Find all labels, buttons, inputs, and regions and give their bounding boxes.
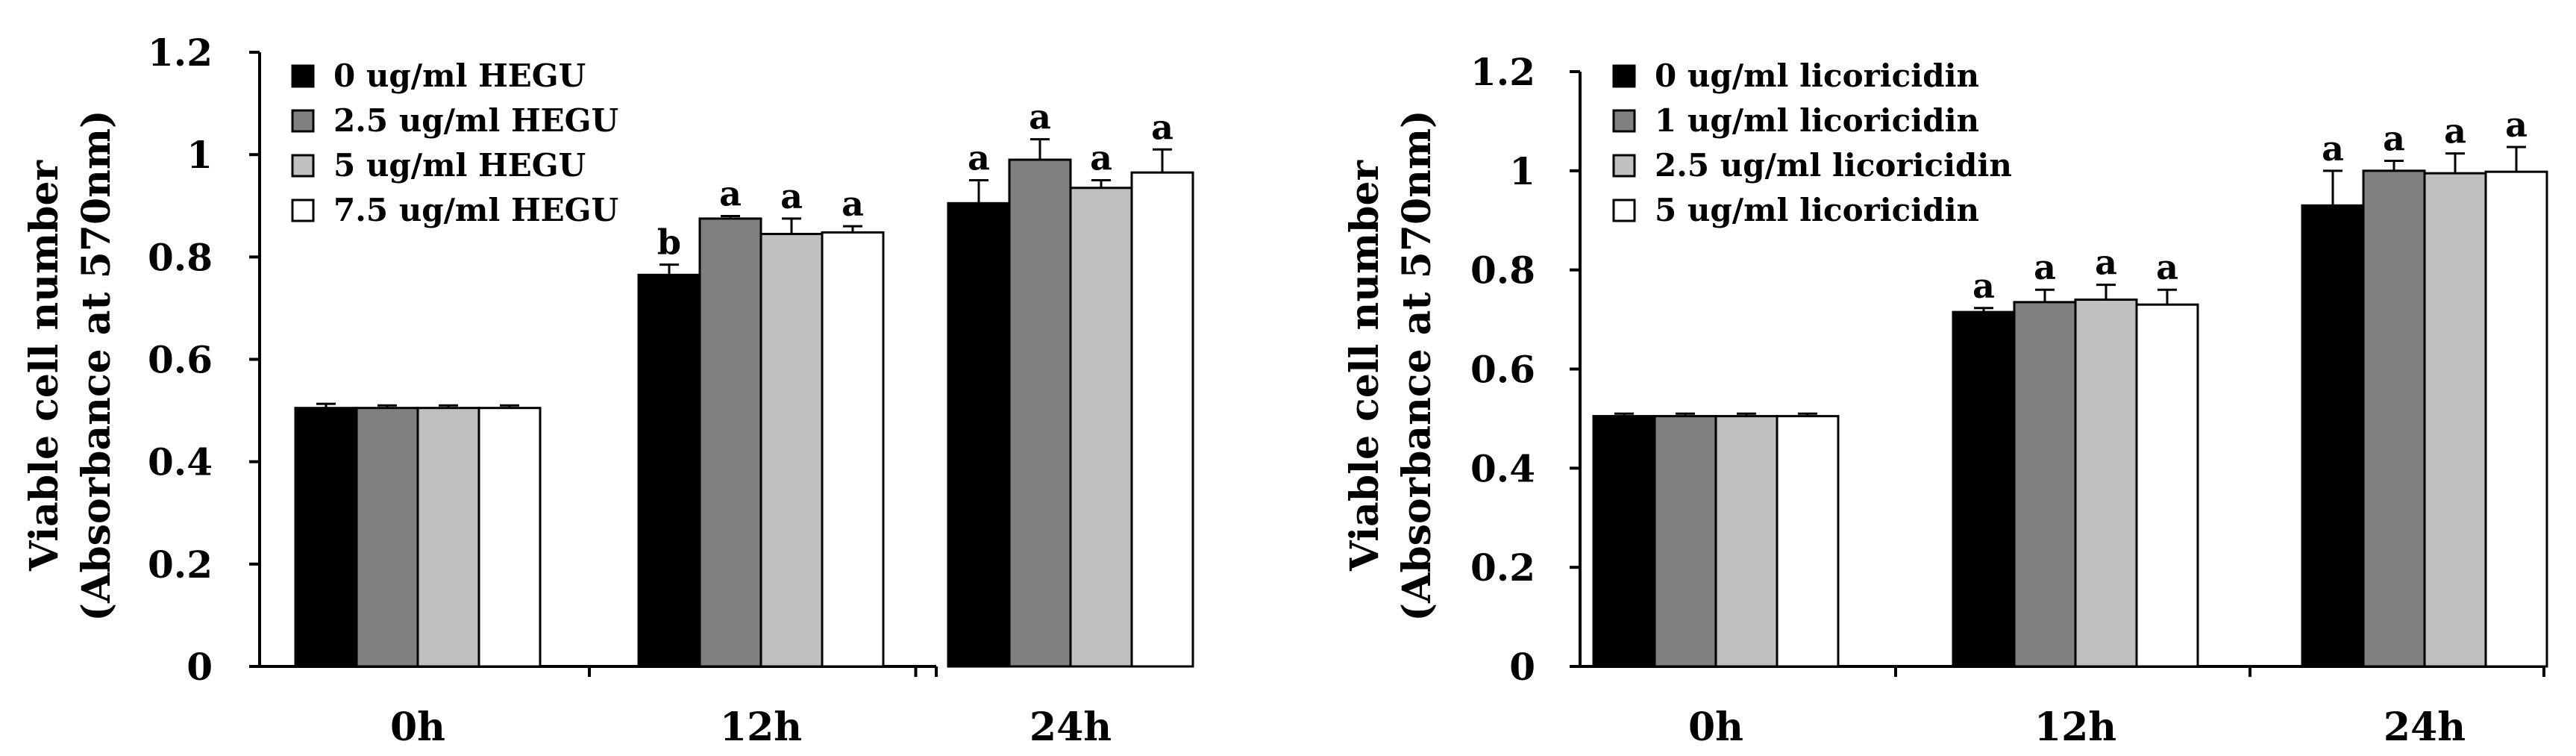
bar: [294, 407, 358, 668]
y-axis-label: Viable cell number: [1342, 160, 1388, 572]
bar: [1069, 187, 1133, 668]
y-tick-label: 1: [1509, 149, 1535, 193]
bar: [2423, 172, 2487, 668]
bar: [416, 407, 480, 668]
bar: [1008, 158, 1072, 668]
bar: [698, 217, 762, 668]
significance-letter: a: [968, 137, 990, 178]
bar: [2484, 170, 2548, 668]
significance-letter: a: [2034, 247, 2056, 287]
significance-letter: a: [842, 184, 864, 224]
y-tick-label: 0.6: [1470, 348, 1535, 392]
significance-letter: a: [2383, 119, 2405, 159]
y-axis-label: Viable cell number: [22, 160, 67, 572]
y-tick-label: 1.2: [1470, 50, 1535, 94]
x-tick-label: 24h: [1030, 705, 1112, 750]
y-tick-label: 0.2: [148, 543, 213, 587]
significance-letter: a: [2156, 247, 2178, 287]
legend-label: 0 ug/ml licoricidin: [1655, 57, 1979, 94]
y-tick-label: 0.6: [148, 338, 213, 382]
significance-letter: a: [2505, 104, 2528, 145]
bar: [821, 231, 885, 668]
bar: [1653, 415, 1717, 668]
legend-label: 2.5 ug/ml HEGU: [333, 102, 618, 139]
y-axis-label: (Absorbance at 570nm): [1394, 110, 1440, 621]
legend-label: 5 ug/ml HEGU: [333, 147, 586, 184]
x-tick-label: 24h: [2384, 705, 2466, 750]
x-tick-label: 12h: [720, 705, 802, 750]
bar: [1714, 415, 1779, 668]
legend-swatch: [291, 109, 315, 133]
legend-swatch: [291, 64, 315, 88]
bar: [2135, 303, 2199, 668]
x-tick-label: 12h: [2034, 705, 2116, 750]
y-tick-label: 1: [187, 133, 213, 177]
legend-swatch: [1612, 109, 1636, 133]
x-tick-label: 0h: [390, 705, 445, 750]
bar: [759, 232, 824, 668]
significance-letter: a: [1090, 137, 1112, 178]
bar: [1776, 415, 1840, 668]
y-tick-label: 0.4: [148, 440, 213, 484]
y-axis-label: (Absorbance at 570nm): [74, 110, 119, 621]
bar: [477, 407, 542, 668]
significance-letter: a: [2444, 111, 2466, 151]
legend-swatch: [1612, 199, 1636, 222]
bar: [2074, 299, 2138, 668]
legend-label: 1 ug/ml licoricidin: [1655, 102, 1979, 139]
y-tick-label: 0.8: [148, 235, 213, 279]
bar: [2013, 301, 2077, 668]
y-tick-label: 0: [1509, 645, 1535, 689]
significance-letter: a: [2322, 128, 2344, 169]
bar: [355, 407, 419, 668]
bar: [1952, 310, 2016, 668]
legend-label: 5 ug/ml licoricidin: [1655, 192, 1979, 228]
significance-letter: a: [1029, 97, 1051, 137]
y-tick-label: 0.4: [1470, 446, 1535, 490]
legend-swatch: [1612, 64, 1636, 88]
y-tick-label: 0.8: [1470, 249, 1535, 293]
bar: [637, 273, 701, 668]
bar: [1592, 415, 1656, 668]
bar: [947, 202, 1011, 668]
y-tick-label: 0.2: [1470, 546, 1535, 590]
legend-swatch: [1612, 154, 1636, 178]
y-tick-label: 0: [187, 645, 213, 689]
significance-letter: a: [2095, 243, 2117, 283]
x-tick-label: 0h: [1688, 705, 1743, 750]
significance-letter: a: [1151, 107, 1173, 147]
significance-letter: a: [719, 173, 742, 213]
legend-swatch: [291, 199, 315, 222]
bar: [1130, 171, 1194, 668]
significance-letter: a: [780, 176, 803, 216]
legend-label: 0 ug/ml HEGU: [333, 57, 586, 94]
bar: [2362, 169, 2426, 668]
y-tick-label: 1.2: [148, 31, 213, 75]
significance-letter: a: [1972, 266, 1995, 306]
legend-swatch: [291, 154, 315, 178]
significance-letter: b: [657, 222, 681, 263]
bar: [2301, 204, 2365, 668]
legend-label: 2.5 ug/ml licoricidin: [1655, 147, 2012, 184]
legend-label: 7.5 ug/ml HEGU: [333, 192, 618, 228]
